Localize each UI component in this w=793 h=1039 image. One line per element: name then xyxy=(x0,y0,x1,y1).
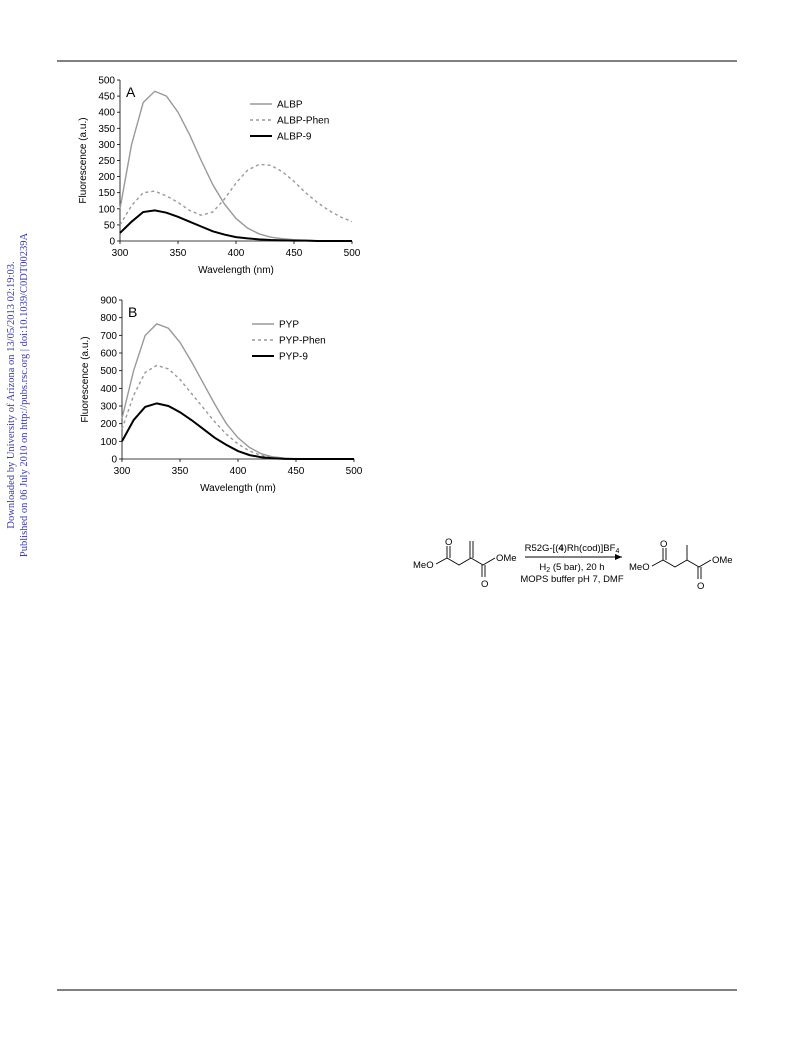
y-tick-label: 800 xyxy=(100,313,117,324)
x-tick-label: 350 xyxy=(170,248,187,259)
y-tick-label: 400 xyxy=(98,108,115,119)
y-tick-label: 100 xyxy=(100,437,117,448)
reagent-part: )Rh(cod)]BF xyxy=(564,543,616,554)
legend-label: PYP-Phen xyxy=(279,336,326,347)
y-tick-label: 500 xyxy=(98,76,115,87)
x-tick-label: 400 xyxy=(228,248,245,259)
series-line xyxy=(119,90,352,242)
substrate-meo: MeO xyxy=(413,560,434,571)
x-axis-label: Wavelength (nm) xyxy=(200,483,276,494)
product-bonds xyxy=(651,545,712,579)
condition-part: (5 bar), 20 h xyxy=(550,562,604,573)
series-line xyxy=(121,364,354,460)
y-tick-label: 200 xyxy=(100,419,117,430)
y-tick-label: 200 xyxy=(98,172,115,183)
series-line xyxy=(121,402,354,460)
condition-part: 2 xyxy=(546,567,550,574)
sidebar-published: Published on 06 July 2010 on http://pubs… xyxy=(19,232,30,557)
product-o-top: O xyxy=(660,539,667,550)
x-tick-label: 500 xyxy=(346,466,363,477)
substrate-bonds xyxy=(435,541,496,577)
y-tick-label: 450 xyxy=(98,92,115,103)
x-tick-label: 300 xyxy=(112,248,129,259)
x-tick-label: 500 xyxy=(344,248,361,259)
x-tick-label: 300 xyxy=(114,466,131,477)
y-tick-label: 500 xyxy=(100,366,117,377)
reagent-part: R52G-[( xyxy=(525,543,560,554)
x-tick-label: 450 xyxy=(286,248,303,259)
legend-label: ALBP-9 xyxy=(277,132,312,143)
y-tick-label: 0 xyxy=(109,237,115,248)
panel-label: A xyxy=(126,84,136,100)
sidebar-download: Downloaded by University of Arizona on 1… xyxy=(6,261,17,528)
y-tick-label: 700 xyxy=(100,331,117,342)
reagent: R52G-[(4)Rh(cod)]BF4 xyxy=(525,543,620,555)
x-tick-label: 400 xyxy=(230,466,247,477)
legend-label: PYP xyxy=(279,320,299,331)
y-tick-label: 150 xyxy=(98,188,115,199)
condition-part: H xyxy=(539,562,546,573)
y-tick-label: 350 xyxy=(98,124,115,135)
y-tick-label: 300 xyxy=(98,140,115,151)
y-tick-label: 0 xyxy=(111,455,117,466)
y-tick-label: 600 xyxy=(100,349,117,360)
x-tick-label: 450 xyxy=(288,466,305,477)
product-meo: MeO xyxy=(629,562,650,573)
series-line xyxy=(119,163,353,226)
substrate-ome: OMe xyxy=(496,553,517,564)
product-o-bottom: O xyxy=(697,581,704,592)
panel-label: B xyxy=(128,304,137,320)
y-tick-label: 250 xyxy=(98,156,115,167)
y-axis-label: Fluorescence (a.u.) xyxy=(78,117,89,203)
legend-label: ALBP-Phen xyxy=(277,116,329,127)
condition: MOPS buffer pH 7, DMF xyxy=(520,574,623,585)
condition: H2 (5 bar), 20 h xyxy=(539,562,604,574)
reaction-scheme: MeO OMe O O R52G-[(4)Rh(cod)]BF4 H2 (5 b… xyxy=(413,537,733,592)
y-tick-label: 300 xyxy=(100,402,117,413)
series-line xyxy=(119,209,352,242)
x-tick-label: 350 xyxy=(172,466,189,477)
y-axis-label: Fluorescence (a.u.) xyxy=(80,336,91,422)
legend-label: ALBP xyxy=(277,100,303,111)
x-axis-label: Wavelength (nm) xyxy=(198,265,274,276)
y-tick-label: 50 xyxy=(104,220,116,231)
y-tick-label: 400 xyxy=(100,384,117,395)
substrate-o-top: O xyxy=(445,537,452,548)
y-tick-label: 900 xyxy=(100,296,117,307)
arrow-head xyxy=(615,554,622,560)
substrate-o-bottom: O xyxy=(481,579,488,590)
product-ome: OMe xyxy=(712,555,733,566)
legend-label: PYP-9 xyxy=(279,352,308,363)
y-tick-label: 100 xyxy=(98,204,115,215)
reagent-part: 4 xyxy=(615,548,619,555)
reagent-part: 4 xyxy=(558,543,564,554)
